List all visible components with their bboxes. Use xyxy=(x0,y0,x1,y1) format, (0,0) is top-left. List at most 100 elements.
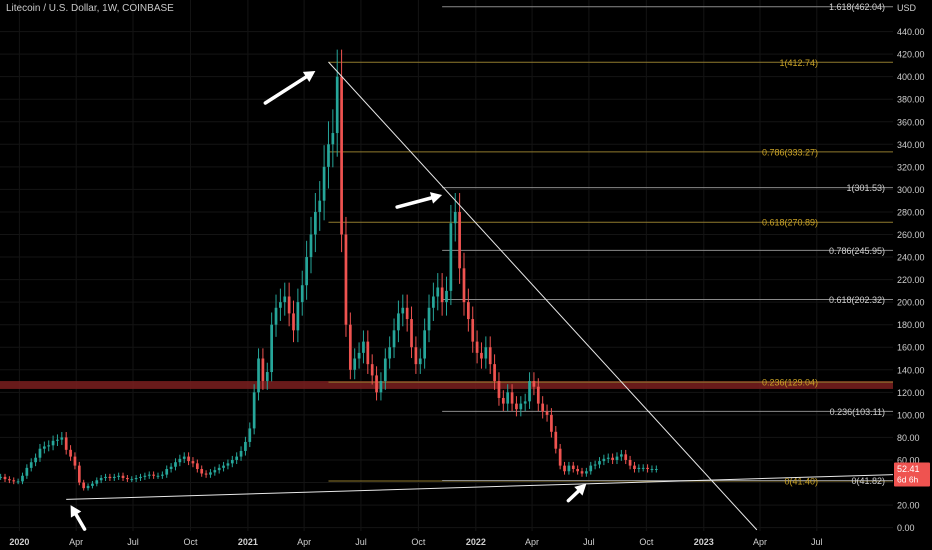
price-badge xyxy=(894,462,930,487)
candle-body xyxy=(401,307,405,314)
candle-body xyxy=(143,475,147,477)
candle-body xyxy=(204,473,208,475)
y-tick-label: 420.00 xyxy=(897,50,925,60)
resistance-zone xyxy=(0,381,893,389)
candle-body xyxy=(528,381,531,402)
candle-body xyxy=(174,462,177,467)
candle-body xyxy=(637,467,641,469)
candle-body xyxy=(47,445,51,447)
candle-body xyxy=(209,472,212,475)
candle-body xyxy=(550,414,553,432)
candle-body xyxy=(265,372,269,382)
arrow-shaft xyxy=(395,196,434,209)
candle-body xyxy=(628,459,632,466)
candle-body xyxy=(239,450,243,457)
candle-body xyxy=(440,287,444,303)
candle-body xyxy=(187,456,190,462)
y-tick-label: 180.00 xyxy=(897,320,925,330)
y-tick-label: 300.00 xyxy=(897,185,925,195)
arrow-head xyxy=(429,192,443,204)
candle-body xyxy=(506,392,510,404)
candle-body xyxy=(69,449,72,457)
candle-body xyxy=(305,257,308,286)
candle-body xyxy=(453,211,457,224)
candle-body xyxy=(42,446,46,449)
candle-body xyxy=(576,468,579,472)
fib-label: 1.618(462.04) xyxy=(829,2,885,12)
candle-body xyxy=(353,358,357,370)
candle-body xyxy=(3,476,7,480)
y-tick-label: 400.00 xyxy=(897,72,925,82)
candle-body xyxy=(410,319,413,348)
y-tick-label: 340.00 xyxy=(897,140,925,150)
candle-body xyxy=(121,475,125,479)
candle-body xyxy=(598,461,601,465)
y-tick-label: 260.00 xyxy=(897,230,925,240)
candle-body xyxy=(558,448,562,466)
candle-body xyxy=(130,479,134,481)
candle-body xyxy=(388,347,392,359)
candle-body xyxy=(432,296,435,308)
arrow-shaft xyxy=(263,75,308,105)
fib-label: 0.786(245.95) xyxy=(829,246,885,256)
candle-body xyxy=(318,200,322,212)
candle-body xyxy=(510,392,514,404)
candle-body xyxy=(117,475,121,477)
y-tick-label: 280.00 xyxy=(897,207,925,217)
arrow-head xyxy=(302,71,316,83)
candle-body xyxy=(593,464,597,466)
price-badge-countdown: 6d 6h xyxy=(897,475,919,485)
candle-body xyxy=(244,441,247,451)
candle-body xyxy=(523,401,527,404)
candle-body xyxy=(222,465,225,468)
candle-body xyxy=(580,471,584,474)
fib-label: 0.618(270.89) xyxy=(762,218,818,228)
candle-body xyxy=(29,462,33,468)
candle-body xyxy=(423,330,426,359)
y-tick-label: 100.00 xyxy=(897,410,925,420)
y-tick-label: 160.00 xyxy=(897,343,925,353)
x-tick-label: Oct xyxy=(639,537,654,547)
y-tick-label: 240.00 xyxy=(897,253,925,263)
candle-body xyxy=(362,341,365,353)
y-tick-label: 220.00 xyxy=(897,275,925,285)
y-tick-label: 440.00 xyxy=(897,27,925,37)
candle-body xyxy=(606,457,610,459)
candle-body xyxy=(56,439,59,441)
candle-body xyxy=(633,465,636,469)
candle-body xyxy=(480,352,483,359)
candle-body xyxy=(296,302,300,331)
y-tick-label: 200.00 xyxy=(897,298,925,308)
trendline xyxy=(328,61,758,531)
fib-label: 0.618(202.32) xyxy=(829,295,885,305)
candle-body xyxy=(86,485,90,489)
candle-body xyxy=(436,287,440,297)
candle-body xyxy=(16,481,20,483)
candle-body xyxy=(139,476,142,479)
candle-body xyxy=(379,381,383,393)
candle-body xyxy=(95,480,99,484)
candle-body xyxy=(397,313,400,331)
fib-label: 0(41.82) xyxy=(851,476,885,486)
candle-body xyxy=(532,381,536,387)
candle-body xyxy=(99,478,103,481)
candle-body xyxy=(563,465,566,472)
candle-body xyxy=(322,166,326,201)
candle-body xyxy=(182,456,186,459)
candle-body xyxy=(60,437,64,440)
y-tick-label: 380.00 xyxy=(897,95,925,105)
candle-body xyxy=(615,456,619,460)
candle-body xyxy=(165,468,169,475)
candle-body xyxy=(462,268,466,303)
candle-body xyxy=(152,474,155,476)
x-tick-label: Apr xyxy=(753,537,767,547)
fib-label: 1(301.53) xyxy=(846,183,885,193)
price-badge-value: 52.41 xyxy=(897,464,920,474)
candle-body xyxy=(112,476,116,479)
candle-body xyxy=(654,468,658,470)
x-tick-label: Apr xyxy=(69,537,83,547)
candle-body xyxy=(567,465,571,472)
candle-body xyxy=(589,465,593,472)
candle-body xyxy=(257,358,260,393)
